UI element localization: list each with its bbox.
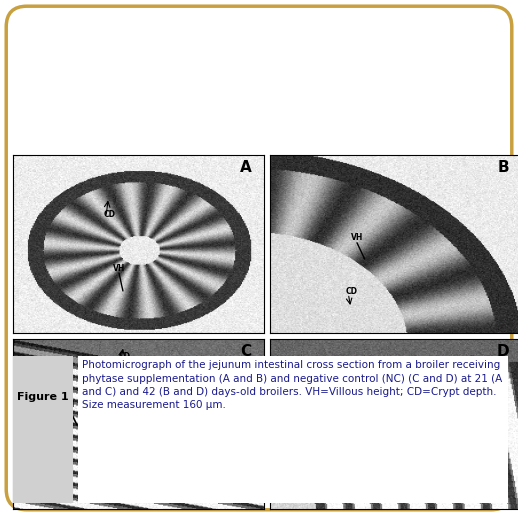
Text: D: D — [496, 344, 509, 359]
Text: Photomicrograph of the jejunum intestinal cross section from a broiler receiving: Photomicrograph of the jejunum intestina… — [82, 361, 502, 410]
Text: Figure 1: Figure 1 — [17, 392, 68, 402]
Text: C: C — [240, 344, 252, 359]
Text: VH: VH — [351, 233, 363, 242]
Text: VH: VH — [341, 409, 353, 417]
Text: CD: CD — [411, 431, 423, 440]
Text: A: A — [240, 160, 252, 175]
Text: B: B — [497, 160, 509, 175]
Text: VH: VH — [63, 400, 76, 409]
Text: CD: CD — [104, 210, 116, 219]
Text: CD: CD — [119, 352, 131, 361]
Text: VH: VH — [113, 264, 126, 272]
Text: CD: CD — [346, 287, 358, 296]
